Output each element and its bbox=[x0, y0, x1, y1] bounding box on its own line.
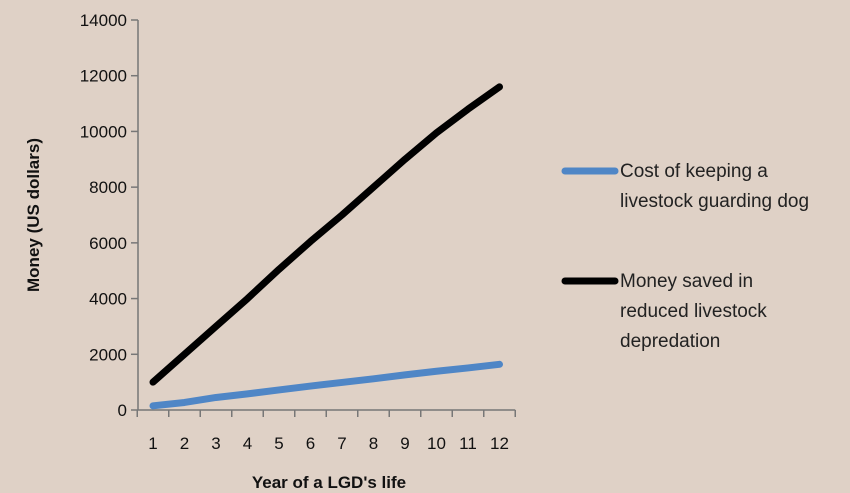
y-axis-ticks: 0 2000 4000 6000 8000 10000 12000 14000 bbox=[80, 11, 138, 420]
x-tick-label: 8 bbox=[369, 434, 378, 453]
x-tick-label: 2 bbox=[180, 434, 189, 453]
series-line-2 bbox=[149, 83, 503, 386]
x-tick-label: 1 bbox=[148, 434, 157, 453]
series-lines bbox=[149, 83, 503, 410]
x-axis-ticks: 1 2 3 4 5 6 7 8 9 10 11 12 bbox=[136, 410, 516, 453]
y-tick-label: 2000 bbox=[89, 345, 127, 364]
x-tick-label: 4 bbox=[243, 434, 252, 453]
y-tick-label: 6000 bbox=[89, 234, 127, 253]
x-tick-label: 6 bbox=[306, 434, 315, 453]
legend-label-1: livestock guarding dog bbox=[620, 191, 809, 212]
x-tick-label: 7 bbox=[337, 434, 346, 453]
series-line-1 bbox=[149, 360, 503, 410]
y-tick-label: 8000 bbox=[89, 178, 127, 197]
x-tick-label: 5 bbox=[274, 434, 283, 453]
x-tick-label: 9 bbox=[400, 434, 409, 453]
y-tick-label: 4000 bbox=[89, 290, 127, 309]
legend-label-1: Cost of keeping a bbox=[620, 161, 768, 182]
y-tick-label: 10000 bbox=[80, 122, 127, 141]
legend-label-2: Money saved in bbox=[620, 271, 753, 292]
x-axis-title: Year of a LGD's life bbox=[252, 473, 406, 492]
x-tick-label: 12 bbox=[490, 434, 509, 453]
x-tick-label: 11 bbox=[459, 434, 477, 453]
x-tick-label: 10 bbox=[427, 434, 446, 453]
y-tick-label: 14000 bbox=[80, 11, 127, 30]
legend-label-2: reduced livestock bbox=[620, 301, 767, 322]
y-tick-label: 0 bbox=[118, 401, 127, 420]
y-tick-label: 12000 bbox=[80, 67, 127, 86]
x-tick-label: 3 bbox=[211, 434, 220, 453]
axes bbox=[137, 20, 516, 411]
legend-label-2: depredation bbox=[620, 331, 720, 352]
y-axis-title: Money (US dollars) bbox=[24, 138, 43, 292]
legend: Cost of keeping a livestock guarding dog M… bbox=[561, 161, 809, 352]
